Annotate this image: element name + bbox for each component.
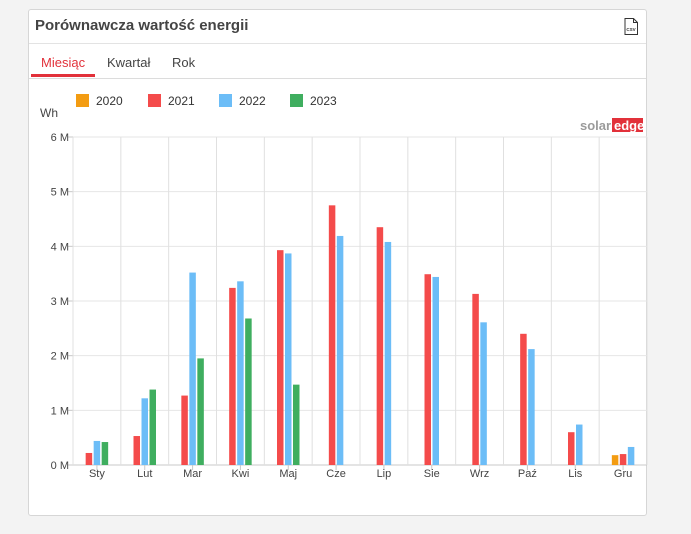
x-tick-label: Cze — [326, 468, 346, 480]
csv-icon-label: CSV — [626, 27, 635, 32]
x-tick-label: Wrz — [470, 468, 489, 480]
bar-2022 — [336, 235, 344, 465]
active-tab-indicator — [31, 74, 95, 77]
bar-2021 — [229, 287, 236, 465]
bar-2021 — [376, 227, 384, 465]
bar-2022 — [432, 276, 439, 465]
legend-swatch — [76, 94, 89, 107]
bar-2021 — [520, 333, 527, 465]
bar-2021 — [619, 454, 627, 465]
y-tick-label: 1 M — [51, 405, 69, 417]
bar-2022 — [627, 446, 635, 465]
bar-2023 — [293, 384, 300, 465]
bar-2023 — [101, 442, 109, 465]
bar-2021 — [85, 452, 93, 465]
y-tick-label: 4 M — [51, 241, 69, 253]
y-axis-label: Wh — [40, 106, 58, 120]
solaredge-logo-solar: solar — [580, 118, 611, 133]
bar-2021 — [328, 205, 336, 466]
solaredge-logo-edge: edge — [614, 118, 644, 133]
x-tick-label: Maj — [279, 468, 297, 480]
x-tick-label: Lis — [568, 468, 583, 480]
x-tick-label: Sty — [89, 468, 105, 480]
bar-2021 — [472, 293, 479, 465]
bar-2022 — [480, 322, 487, 465]
bar-2021 — [133, 436, 140, 465]
bar-2022 — [93, 440, 101, 465]
bar-2022 — [141, 398, 148, 465]
x-tick-label: Gru — [614, 468, 632, 480]
y-tick-label: 3 M — [51, 296, 69, 308]
header-divider — [29, 43, 646, 44]
legend-label: 2022 — [239, 94, 266, 108]
solaredge-logo-badge — [612, 118, 643, 132]
tab-month[interactable]: Miesiąc — [41, 55, 86, 70]
legend-label: 2021 — [168, 94, 195, 108]
tab-quarter[interactable]: Kwartał — [107, 55, 151, 70]
tab-year[interactable]: Rok — [172, 55, 196, 70]
bar-2023 — [245, 318, 252, 465]
bar-2023 — [149, 389, 156, 465]
y-tick-label: 6 M — [51, 132, 69, 144]
legend-label: 2020 — [96, 94, 123, 108]
legend-swatch — [219, 94, 232, 107]
x-tick-label: Mar — [183, 468, 202, 480]
legend-swatch — [148, 94, 161, 107]
y-tick-label: 2 M — [51, 351, 69, 363]
bar-2021 — [424, 274, 431, 465]
x-tick-label: Lut — [137, 468, 152, 480]
bar-2022 — [576, 424, 583, 465]
bar-2023 — [197, 358, 204, 465]
bar-2021 — [568, 432, 575, 465]
panel-title: Porównawcza wartość energii — [35, 17, 249, 34]
x-tick-label: Kwi — [232, 468, 250, 480]
y-tick-label: 5 M — [51, 187, 69, 199]
x-tick-label: Lip — [377, 468, 392, 480]
y-tick-label: 0 M — [51, 460, 69, 472]
bar-2020 — [611, 455, 619, 465]
bar-2022 — [384, 241, 392, 465]
bar-2021 — [181, 395, 188, 465]
period-tabs: Miesiąc Kwartał Rok — [29, 44, 646, 79]
x-tick-label: Paź — [518, 468, 537, 480]
csv-file-icon[interactable]: CSV — [624, 18, 638, 35]
bar-2022 — [285, 253, 292, 465]
bar-2022 — [189, 272, 196, 465]
bar-2022 — [528, 349, 535, 465]
legend-swatch — [290, 94, 303, 107]
x-tick-label: Sie — [424, 468, 440, 480]
bar-2022 — [237, 281, 244, 465]
legend-label: 2023 — [310, 94, 337, 108]
bar-2021 — [277, 250, 284, 465]
